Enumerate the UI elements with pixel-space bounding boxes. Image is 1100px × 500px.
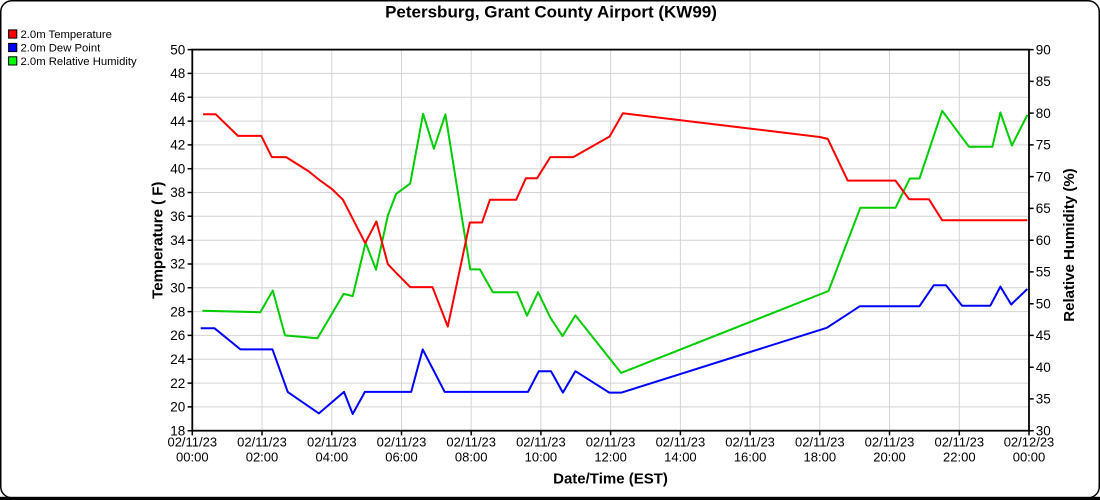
svg-text:32: 32 xyxy=(170,257,185,272)
svg-text:2.0m Temperature: 2.0m Temperature xyxy=(21,29,112,41)
svg-text:04:00: 04:00 xyxy=(316,450,349,465)
svg-text:18:00: 18:00 xyxy=(804,450,837,465)
svg-text:Petersburg, Grant County Airpo: Petersburg, Grant County Airport (KW99) xyxy=(385,3,717,22)
svg-text:02/11/23: 02/11/23 xyxy=(307,435,357,450)
svg-text:02/11/23: 02/11/23 xyxy=(865,435,915,450)
svg-text:20: 20 xyxy=(170,400,185,415)
svg-text:30: 30 xyxy=(1036,423,1051,438)
svg-text:22:00: 22:00 xyxy=(943,450,976,465)
svg-text:55: 55 xyxy=(1036,265,1051,280)
svg-text:60: 60 xyxy=(1036,233,1051,248)
svg-text:10:00: 10:00 xyxy=(525,450,558,465)
svg-text:80: 80 xyxy=(1036,106,1051,121)
svg-text:22: 22 xyxy=(170,376,185,391)
svg-text:2.0m Relative Humidity: 2.0m Relative Humidity xyxy=(21,56,137,68)
svg-text:06:00: 06:00 xyxy=(385,450,418,465)
svg-text:45: 45 xyxy=(1036,328,1051,343)
svg-text:38: 38 xyxy=(170,185,185,200)
svg-text:30: 30 xyxy=(170,281,185,296)
svg-text:Relative Humidity (%): Relative Humidity (%) xyxy=(1061,168,1078,321)
svg-text:02/11/23: 02/11/23 xyxy=(377,435,427,450)
svg-text:28: 28 xyxy=(170,304,185,319)
svg-text:02/11/23: 02/11/23 xyxy=(934,435,984,450)
svg-text:08:00: 08:00 xyxy=(455,450,488,465)
svg-text:24: 24 xyxy=(170,352,186,367)
svg-text:34: 34 xyxy=(170,233,186,248)
svg-text:2.0m Dew Point: 2.0m Dew Point xyxy=(21,42,102,54)
svg-text:50: 50 xyxy=(1036,296,1051,311)
svg-text:44: 44 xyxy=(170,114,186,129)
svg-text:02/11/23: 02/11/23 xyxy=(446,435,496,450)
svg-text:40: 40 xyxy=(170,161,185,176)
svg-text:02/11/23: 02/11/23 xyxy=(656,435,706,450)
svg-text:00:00: 00:00 xyxy=(1013,450,1046,465)
svg-text:02/11/23: 02/11/23 xyxy=(516,435,566,450)
svg-text:90: 90 xyxy=(1036,42,1051,57)
svg-text:65: 65 xyxy=(1036,201,1051,216)
svg-text:26: 26 xyxy=(170,328,185,343)
svg-text:48: 48 xyxy=(170,66,185,81)
svg-text:85: 85 xyxy=(1036,74,1051,89)
svg-text:36: 36 xyxy=(170,209,185,224)
svg-text:Temperature ( F): Temperature ( F) xyxy=(150,182,167,299)
svg-text:35: 35 xyxy=(1036,392,1051,407)
svg-text:14:00: 14:00 xyxy=(664,450,697,465)
svg-text:02/12/23: 02/12/23 xyxy=(1004,435,1055,450)
svg-text:00:00: 00:00 xyxy=(176,450,209,465)
svg-text:75: 75 xyxy=(1036,138,1051,153)
svg-text:20:00: 20:00 xyxy=(873,450,906,465)
svg-text:02/11/23: 02/11/23 xyxy=(725,435,775,450)
svg-text:02:00: 02:00 xyxy=(246,450,279,465)
svg-text:18: 18 xyxy=(170,423,185,438)
svg-text:46: 46 xyxy=(170,90,185,105)
svg-text:02/11/23: 02/11/23 xyxy=(586,435,636,450)
svg-text:16:00: 16:00 xyxy=(734,450,767,465)
svg-text:02/11/23: 02/11/23 xyxy=(795,435,845,450)
svg-text:40: 40 xyxy=(1036,360,1051,375)
svg-text:50: 50 xyxy=(170,42,185,57)
svg-text:02/11/23: 02/11/23 xyxy=(237,435,287,450)
svg-text:02/11/23: 02/11/23 xyxy=(167,435,217,450)
svg-text:12:00: 12:00 xyxy=(594,450,627,465)
svg-text:42: 42 xyxy=(170,138,185,153)
svg-text:70: 70 xyxy=(1036,169,1051,184)
svg-text:Date/Time (EST): Date/Time (EST) xyxy=(553,470,668,487)
